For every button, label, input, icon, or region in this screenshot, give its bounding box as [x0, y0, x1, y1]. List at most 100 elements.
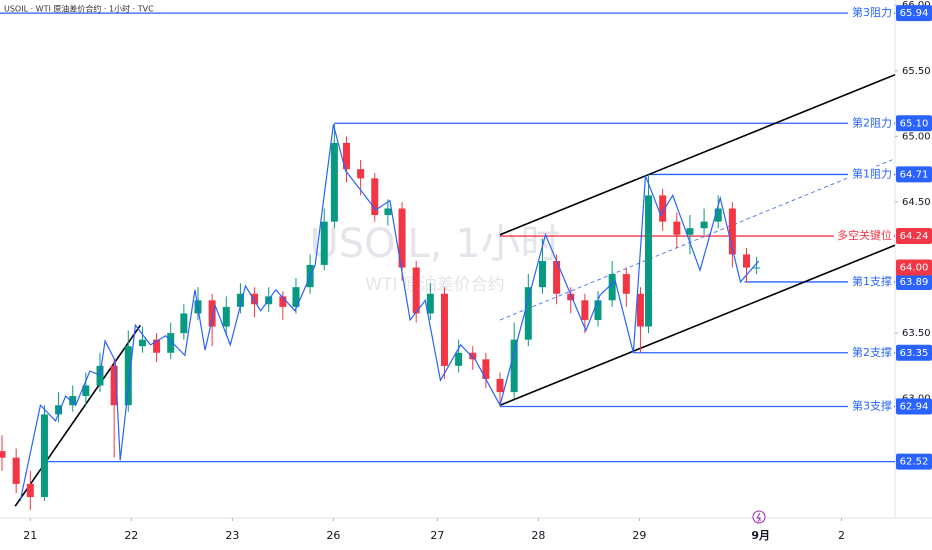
candle-body — [622, 274, 630, 294]
candle-body — [371, 178, 379, 216]
candle-body — [153, 339, 161, 353]
lightning-icon — [752, 510, 766, 524]
level-name-bg — [834, 228, 894, 245]
candle-body — [330, 142, 338, 222]
price-label: 63.35 — [900, 348, 929, 359]
candle-body — [342, 142, 350, 170]
candle-body — [124, 346, 132, 406]
candle-body — [138, 339, 146, 347]
candle-body — [236, 293, 244, 307]
last-price-box — [896, 259, 932, 276]
price-label-box — [896, 115, 932, 132]
candle-body — [384, 208, 392, 216]
price-label-box — [896, 166, 932, 183]
candle-body — [357, 169, 365, 179]
y-tick-label: 65.50 — [902, 66, 931, 77]
level-name: 第1阻力 — [852, 166, 892, 180]
price-label: 64.24 — [900, 231, 929, 242]
x-tick-label: 22 — [124, 529, 138, 542]
level-name: 第3阻力 — [852, 5, 892, 19]
candle-body — [426, 293, 434, 314]
candle-body — [398, 208, 406, 268]
candle-body — [222, 306, 230, 327]
level-name-bg — [848, 273, 894, 290]
level-name: 第1支撑 — [852, 274, 892, 288]
candle-body — [714, 208, 722, 222]
y-tick-label: 65.00 — [902, 131, 931, 142]
x-tick-label: 26 — [326, 529, 340, 542]
candle-body — [412, 267, 420, 314]
level-name-bg — [848, 5, 894, 22]
price-label: 65.94 — [900, 8, 929, 19]
x-tick-label: 28 — [531, 529, 545, 542]
y-tick-label: 63.50 — [902, 328, 931, 339]
candle-body — [538, 260, 546, 288]
price-label-box — [896, 453, 932, 470]
candle-body — [553, 260, 561, 294]
level-name-bg — [848, 166, 894, 183]
candle-body — [180, 313, 188, 334]
candle-body — [686, 228, 694, 235]
level-name: 第2阻力 — [852, 115, 892, 129]
price-label: 64.71 — [900, 169, 929, 180]
price-label-box — [896, 398, 932, 415]
x-tick-label: 27 — [430, 529, 444, 542]
x-tick-label: 9月 — [751, 529, 770, 542]
trend-line — [499, 158, 896, 321]
trend-line — [499, 244, 896, 406]
candle-body — [469, 352, 477, 360]
watermark-subtitle: WTI 原油差价合约 — [365, 275, 505, 295]
candle-body — [110, 365, 118, 406]
zigzag-line — [19, 124, 760, 502]
candle-body — [581, 300, 589, 320]
candle-body — [167, 333, 175, 353]
price-label: 62.52 — [900, 457, 929, 468]
watermark: USOIL, 1小时 WTI 原油差价合约 — [309, 221, 560, 295]
candle-body — [728, 208, 736, 255]
candle-body — [55, 405, 63, 415]
level-name: 第2支撑 — [852, 345, 892, 359]
candle-body — [482, 359, 490, 379]
x-tick-label: 23 — [225, 529, 239, 542]
candle-body — [753, 267, 761, 269]
candle-body — [251, 293, 259, 305]
candle-body — [510, 339, 518, 393]
candle-body — [567, 293, 575, 301]
level-name: 第3支撑 — [852, 399, 892, 413]
candle-body — [608, 274, 616, 301]
level-name-bg — [848, 115, 894, 132]
candle-body — [496, 378, 504, 393]
price-label-box — [896, 273, 932, 290]
x-tick-label: 2 — [838, 529, 845, 542]
price-label: 65.10 — [900, 118, 929, 129]
header: USOIL · WTI 原油差价合约 · 1小时 · TVC — [4, 4, 154, 14]
candle-body — [636, 293, 644, 327]
x-tick-label: 21 — [23, 529, 37, 542]
level-name-bg — [848, 398, 894, 415]
candle-body — [440, 293, 448, 366]
candle-body — [279, 296, 287, 307]
candle-body — [673, 221, 681, 235]
x-tick-label: 29 — [632, 529, 646, 542]
candle-body — [40, 414, 48, 498]
candle-body — [700, 221, 708, 229]
candle-body — [594, 300, 602, 320]
candle-body — [455, 352, 463, 366]
level-name: 多空关键位 — [837, 228, 892, 242]
last-price-label: 64.00 — [900, 263, 929, 274]
y-tick-label: 64.50 — [902, 197, 931, 208]
price-label-box — [896, 5, 932, 22]
price-label-box — [896, 228, 932, 245]
candle-body — [12, 457, 20, 484]
candle-body — [292, 287, 300, 307]
candle-body — [320, 221, 328, 265]
plot-area — [0, 12, 896, 511]
candle-body — [524, 287, 532, 340]
price-label: 62.94 — [900, 402, 929, 413]
level-name-bg — [848, 344, 894, 361]
trend-line — [14, 324, 142, 507]
watermark-title: USOIL, 1小时 — [309, 221, 560, 267]
